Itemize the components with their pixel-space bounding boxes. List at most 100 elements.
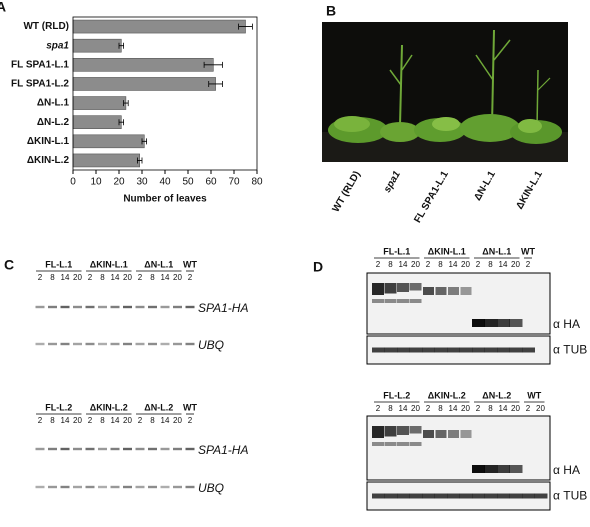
bar	[72, 38, 122, 53]
x-tick-label: 10	[90, 177, 102, 188]
band	[123, 447, 132, 451]
lane-label: 20	[411, 260, 420, 269]
band	[73, 447, 82, 451]
lane-label: 2	[526, 404, 531, 413]
panel-label: A	[0, 0, 6, 15]
band	[372, 442, 384, 446]
band	[173, 485, 182, 489]
band	[35, 305, 45, 309]
band	[173, 342, 182, 346]
band	[534, 493, 548, 499]
lane-label: 2	[426, 260, 431, 269]
band	[85, 305, 95, 309]
lane-label: 20	[461, 260, 470, 269]
band	[73, 342, 82, 346]
band	[384, 299, 397, 303]
band	[148, 447, 157, 451]
bar	[72, 58, 214, 72]
error-bar	[203, 61, 223, 68]
band	[372, 347, 385, 353]
band	[422, 347, 435, 353]
lane-label: 14	[111, 273, 120, 282]
band	[497, 347, 510, 353]
blot-row-label: α HA	[553, 463, 580, 477]
blot-row-label: SPA1-HA	[198, 443, 248, 457]
y-tick-label: spa1	[46, 40, 69, 51]
lane-label: 20	[123, 273, 132, 282]
lane-label: 14	[111, 416, 120, 425]
band	[173, 447, 182, 451]
band	[73, 485, 82, 489]
band	[185, 305, 195, 309]
lane-label: 20	[511, 404, 520, 413]
band	[448, 287, 459, 295]
band	[60, 447, 70, 451]
band	[160, 342, 170, 346]
x-tick-label: 20	[113, 177, 125, 188]
lane-label: 14	[499, 404, 508, 413]
band	[497, 319, 510, 327]
band	[135, 485, 145, 489]
band	[110, 485, 120, 489]
x-axis-label: Number of leaves	[123, 194, 207, 205]
y-tick-label: ΔN-L.1	[37, 98, 70, 109]
band	[85, 342, 95, 346]
band	[522, 493, 535, 499]
error-bar	[118, 42, 124, 49]
band	[148, 485, 157, 489]
x-tick-label: 60	[205, 177, 217, 188]
band	[160, 305, 170, 309]
lane-label: 14	[61, 416, 70, 425]
band	[384, 347, 398, 353]
band	[435, 430, 447, 438]
lane-label: 2	[376, 260, 381, 269]
band	[434, 493, 448, 499]
lane-label: 20	[73, 416, 82, 425]
band	[397, 299, 409, 303]
lane-label: 14	[499, 260, 508, 269]
x-tick-label: 50	[182, 177, 194, 188]
band	[422, 493, 435, 499]
group-label: ΔN-L.1	[144, 259, 173, 269]
bar	[72, 96, 127, 110]
band	[160, 485, 170, 489]
x-tick-label: 0	[70, 177, 76, 188]
lane-label: 2	[426, 404, 431, 413]
band	[98, 342, 107, 346]
lane-label: 20	[511, 260, 520, 269]
blot-box	[366, 272, 551, 335]
band	[384, 442, 397, 446]
band	[397, 442, 409, 446]
blot-box	[366, 415, 551, 481]
band	[110, 342, 120, 346]
band	[135, 342, 145, 346]
error-bar	[123, 100, 129, 107]
panel-label: C	[4, 257, 14, 273]
band	[423, 287, 434, 295]
lane-label: 2	[476, 260, 481, 269]
lane-label: 14	[449, 404, 458, 413]
bar	[72, 153, 140, 168]
lane-label: 20	[536, 404, 545, 413]
band	[484, 319, 498, 327]
bar	[72, 134, 145, 149]
band	[409, 493, 423, 499]
lane-label: 2	[376, 404, 381, 413]
lane-label: 14	[161, 273, 170, 282]
lane-label: 8	[438, 260, 443, 269]
group-label: ΔN-L.2	[144, 402, 173, 412]
lane-label: 20	[73, 273, 82, 282]
band	[135, 447, 145, 451]
band	[384, 493, 398, 499]
y-tick-label: ΔKIN-L.2	[27, 155, 70, 166]
error-bar	[141, 138, 147, 145]
band	[85, 485, 95, 489]
group-label: ΔKIN-L.1	[90, 259, 128, 269]
lane-label: 2	[476, 404, 481, 413]
lane-label: 8	[100, 273, 105, 282]
blot-row-label: α TUB	[553, 343, 587, 357]
band	[409, 283, 422, 291]
lane-label: 2	[38, 416, 43, 425]
error-bar	[118, 119, 124, 126]
